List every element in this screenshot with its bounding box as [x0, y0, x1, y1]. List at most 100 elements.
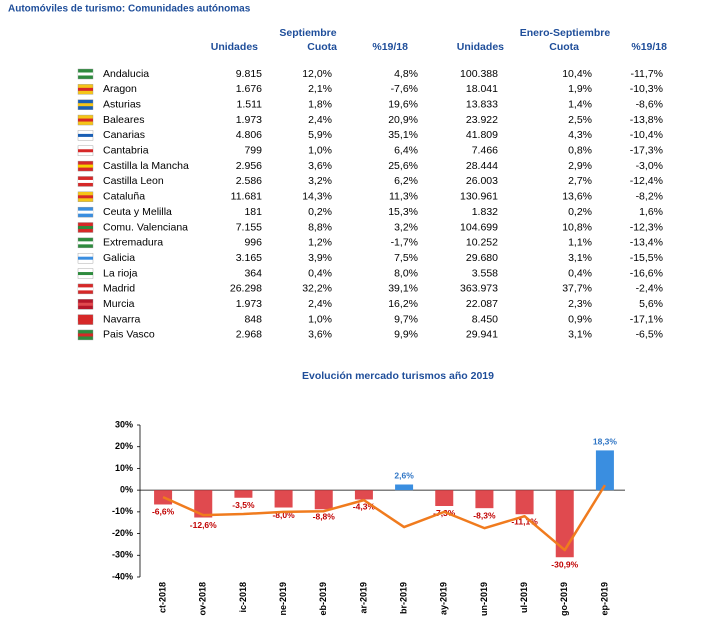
table-cell: 1.973: [236, 114, 262, 126]
bar: [435, 490, 454, 506]
table-cell: 1,1%: [568, 237, 592, 249]
y-tick-label: -40%: [112, 571, 133, 581]
table-cell: 2,5%: [568, 114, 592, 126]
table-cell: 1.676: [236, 83, 262, 95]
x-tick-label: un-2019: [479, 582, 489, 616]
column-header: Unidades: [457, 41, 504, 53]
table-cell: 5,9%: [308, 129, 332, 141]
x-tick-label: ul-2019: [519, 582, 529, 613]
table-cell: -15,5%: [630, 252, 663, 264]
table-cell: 22.087: [466, 298, 498, 310]
table-cell: 4.806: [236, 129, 262, 141]
table-cell: 363.973: [460, 283, 498, 295]
flag-icon: [78, 118, 93, 122]
flag-icon: [78, 133, 93, 137]
table-cell: 8.450: [472, 313, 498, 325]
flag-icon: [78, 302, 93, 306]
table-cell: 996: [244, 237, 262, 249]
table-cell: 104.699: [460, 221, 498, 233]
table-cell: -3,0%: [636, 160, 663, 172]
region-name: Cataluña: [103, 191, 145, 203]
table-cell: 799: [244, 145, 262, 157]
table-cell: 0,2%: [308, 206, 332, 218]
table-cell: -7,6%: [391, 83, 418, 95]
x-tick-label: eb-2019: [318, 582, 328, 616]
bar: [395, 484, 414, 491]
table-cell: 10,8%: [562, 221, 592, 233]
x-tick-label: ar-2019: [358, 582, 368, 614]
value-label: 18,3%: [593, 437, 618, 447]
table-cell: 1,8%: [308, 98, 332, 110]
table-cell: 39,1%: [388, 283, 418, 295]
table-cell: 19,6%: [388, 98, 418, 110]
chart-title: Evolución mercado turismos año 2019: [302, 370, 494, 382]
table-cell: 2.956: [236, 160, 262, 172]
table-cell: 41.809: [466, 129, 498, 141]
x-tick-label: ep-2019: [599, 582, 609, 616]
table-cell: -8,2%: [636, 191, 663, 203]
table-cell: 1,0%: [308, 145, 332, 157]
table-cell: 25,6%: [388, 160, 418, 172]
table-cell: 26.298: [230, 283, 262, 295]
table-cell: 26.003: [466, 175, 498, 187]
table-cell: 1,0%: [308, 313, 332, 325]
region-name: Cantabria: [103, 145, 149, 157]
region-name: Ceuta y Melilla: [103, 206, 172, 218]
table-cell: 1,4%: [568, 98, 592, 110]
column-header: Cuota: [307, 41, 337, 53]
column-header: Cuota: [549, 41, 579, 53]
table-cell: -6,5%: [636, 329, 663, 341]
value-label: -8,3%: [473, 510, 496, 520]
table-cell: 9,7%: [394, 313, 418, 325]
table-cell: 3.165: [236, 252, 262, 264]
region-name: Murcia: [103, 298, 135, 310]
page-title: Automóviles de turismo: Comunidades autó…: [8, 4, 251, 15]
flag-icon: [78, 195, 93, 199]
table-cell: 0,2%: [568, 206, 592, 218]
table-cell: 0,8%: [568, 145, 592, 157]
table-cell: 9.815: [236, 68, 262, 80]
value-label: -11,1%: [511, 516, 538, 526]
region-name: Baleares: [103, 114, 144, 126]
table-cell: 15,3%: [388, 206, 418, 218]
flag-icon: [78, 241, 93, 245]
bar: [595, 450, 614, 491]
flag-icon: [78, 87, 93, 91]
x-tick-label: ct-2018: [157, 582, 167, 613]
table-cell: 0,4%: [568, 267, 592, 279]
table-cell: 0,9%: [568, 313, 592, 325]
table-cell: 23.922: [466, 114, 498, 126]
trend-line: [162, 484, 606, 552]
table-cell: 1.973: [236, 298, 262, 310]
table-cell: 2,4%: [308, 114, 332, 126]
value-label: -3,5%: [232, 500, 255, 510]
table-cell: 9,9%: [394, 329, 418, 341]
y-tick-label: 0%: [120, 485, 133, 495]
region-name: Madrid: [103, 283, 135, 295]
table-cell: 3,6%: [308, 160, 332, 172]
x-tick-label: ay-2019: [439, 582, 449, 615]
table-cell: 0,4%: [308, 267, 332, 279]
region-name: Navarra: [103, 313, 141, 325]
table-cell: 181: [244, 206, 262, 218]
table-cell: 3,2%: [308, 175, 332, 187]
flag-icon: [78, 72, 93, 76]
table-cell: 3,1%: [568, 329, 592, 341]
bar: [194, 490, 213, 518]
table-cell: 2,9%: [568, 160, 592, 172]
table-cell: 29.941: [466, 329, 498, 341]
table-cell: 3,9%: [308, 252, 332, 264]
table-cell: 32,2%: [302, 283, 332, 295]
table-cell: 1,6%: [639, 206, 663, 218]
flag-icon: [78, 179, 93, 183]
table-cell: 13,6%: [562, 191, 592, 203]
region-name: Andalucia: [103, 68, 149, 80]
table-cell: 3,6%: [308, 329, 332, 341]
table-cell: 29.680: [466, 252, 498, 264]
region-name: Castilla Leon: [103, 175, 164, 187]
table-cell: -10,3%: [630, 83, 663, 95]
value-label: -6,6%: [152, 507, 175, 517]
value-label: -12,6%: [190, 520, 217, 530]
